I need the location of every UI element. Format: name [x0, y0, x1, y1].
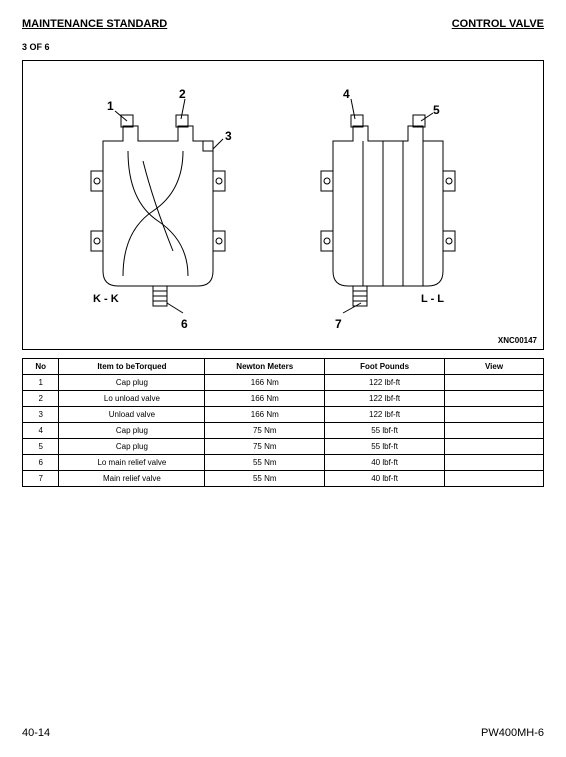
header-right: CONTROL VALVE: [452, 18, 544, 30]
table-cell: [445, 439, 544, 455]
table-cell: 3: [23, 407, 59, 423]
table-cell: 75 Nm: [205, 439, 325, 455]
table-cell: 55 Nm: [205, 455, 325, 471]
callout-2: 2: [179, 87, 186, 101]
table-cell: 5: [23, 439, 59, 455]
table-row: 1Cap plug166 Nm122 lbf-ft: [23, 375, 544, 391]
table-row: 2Lo unload valve166 Nm122 lbf-ft: [23, 391, 544, 407]
table-cell: 4: [23, 423, 59, 439]
section-label: K - K: [93, 293, 119, 305]
table-cell: Cap plug: [59, 439, 205, 455]
table-cell: 6: [23, 455, 59, 471]
table-cell: 122 lbf-ft: [325, 375, 445, 391]
table-row: 7Main relief valve55 Nm40 lbf-ft: [23, 471, 544, 487]
table-cell: 2: [23, 391, 59, 407]
section-label: L - L: [421, 293, 444, 305]
page-footer: 40-14 PW400MH-6: [22, 727, 544, 739]
table-header: Foot Pounds: [325, 359, 445, 375]
callout-7: 7: [335, 317, 342, 331]
table-cell: Cap plug: [59, 423, 205, 439]
header-left: MAINTENANCE STANDARD: [22, 18, 167, 30]
table-row: 5Cap plug75 Nm55 lbf-ft: [23, 439, 544, 455]
table-row: 3Unload valve166 Nm122 lbf-ft: [23, 407, 544, 423]
table-header: No: [23, 359, 59, 375]
footer-left: 40-14: [22, 727, 50, 739]
callout-4: 4: [343, 87, 350, 101]
table-cell: [445, 407, 544, 423]
table-cell: Lo unload valve: [59, 391, 205, 407]
page-header: MAINTENANCE STANDARD CONTROL VALVE: [22, 18, 544, 30]
callout-5: 5: [433, 103, 440, 117]
callout-3: 3: [225, 129, 232, 143]
page-subhead: 3 OF 6: [22, 42, 544, 52]
torque-table: NoItem to beTorquedNewton MetersFoot Pou…: [22, 358, 544, 487]
table-cell: 122 lbf-ft: [325, 407, 445, 423]
table-cell: [445, 455, 544, 471]
table-cell: 55 Nm: [205, 471, 325, 487]
table-cell: [445, 391, 544, 407]
table-cell: Cap plug: [59, 375, 205, 391]
footer-right: PW400MH-6: [481, 727, 544, 739]
table-cell: Main relief valve: [59, 471, 205, 487]
table-cell: 55 lbf-ft: [325, 439, 445, 455]
table-cell: Unload valve: [59, 407, 205, 423]
callout-6: 6: [181, 317, 188, 331]
table-cell: Lo main relief valve: [59, 455, 205, 471]
table-header: View: [445, 359, 544, 375]
table-cell: 166 Nm: [205, 375, 325, 391]
table-cell: 40 lbf-ft: [325, 471, 445, 487]
table-cell: [445, 375, 544, 391]
table-cell: 55 lbf-ft: [325, 423, 445, 439]
table-cell: 1: [23, 375, 59, 391]
table-row: 4Cap plug75 Nm55 lbf-ft: [23, 423, 544, 439]
table-row: 6Lo main relief valve55 Nm40 lbf-ft: [23, 455, 544, 471]
table-cell: 40 lbf-ft: [325, 455, 445, 471]
table-cell: 122 lbf-ft: [325, 391, 445, 407]
table-cell: 7: [23, 471, 59, 487]
table-header: Newton Meters: [205, 359, 325, 375]
figure-id: XNC00147: [498, 336, 537, 345]
table-cell: 75 Nm: [205, 423, 325, 439]
table-cell: 166 Nm: [205, 407, 325, 423]
table-cell: 166 Nm: [205, 391, 325, 407]
table-header: Item to beTorqued: [59, 359, 205, 375]
callout-1: 1: [107, 99, 114, 113]
table-cell: [445, 471, 544, 487]
figure-box: 1 2 3 4 5 6 7 K - K L - L XNC00147: [22, 60, 544, 350]
table-cell: [445, 423, 544, 439]
leader-lines: [23, 61, 543, 351]
